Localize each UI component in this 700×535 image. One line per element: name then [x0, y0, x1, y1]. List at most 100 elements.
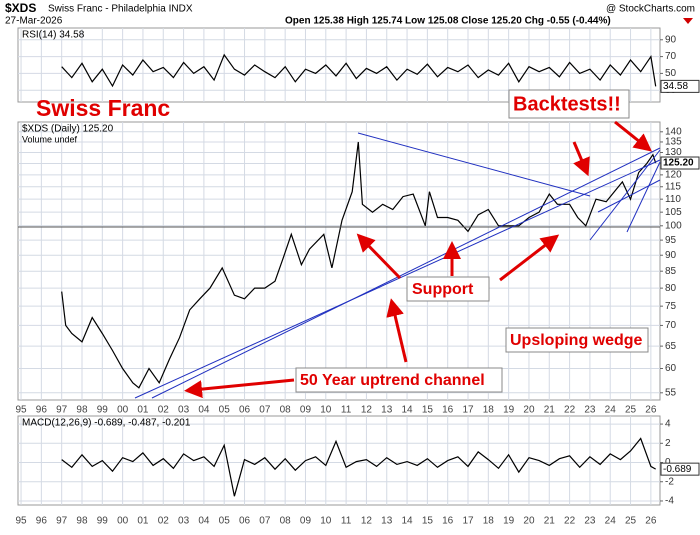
x-tick-label: 13 [381, 405, 393, 416]
x-tick-label: 98 [76, 516, 88, 527]
x-tick-label: 06 [239, 405, 251, 416]
arrow [184, 378, 295, 399]
y-tick-label: 105 [665, 207, 682, 218]
y-tick-label: 75 [665, 301, 677, 312]
x-tick-label: 08 [280, 516, 292, 527]
x-tick-label: 25 [625, 516, 637, 527]
x-tick-label: 05 [219, 405, 231, 416]
y-tick-label: 2 [665, 438, 671, 449]
x-tick-label: 96 [36, 516, 48, 527]
x-tick-label: 98 [76, 405, 88, 416]
x-tick-label: 25 [625, 405, 637, 416]
y-tick-label: 135 [665, 137, 682, 148]
x-tick-label: 17 [462, 405, 474, 416]
x-tick-label: 05 [219, 516, 231, 527]
x-tick-label: 26 [645, 516, 657, 527]
x-tick-label: 15 [422, 516, 434, 527]
date: 27-Mar-2026 [5, 16, 63, 27]
y-tick-label: 110 [665, 194, 681, 205]
y-tick-label: 60 [665, 363, 677, 374]
panel [17, 121, 661, 401]
x-tick-label: 14 [401, 405, 413, 416]
x-tick-label: 23 [584, 516, 596, 527]
x-tick-label: 23 [584, 405, 596, 416]
x-tick-label: 13 [381, 516, 393, 527]
annotation-box [406, 276, 490, 302]
x-tick-label: 20 [523, 405, 535, 416]
x-tick-label: 10 [320, 405, 332, 416]
annotation: Backtests!! [513, 93, 621, 115]
y-tick-label: 4 [665, 419, 671, 430]
panel-title: RSI(14) 34.58 [22, 30, 85, 41]
y-tick-label: -4 [665, 496, 674, 507]
x-tick-label: 24 [605, 405, 617, 416]
x-tick-label: 08 [280, 405, 292, 416]
annotation: Support [412, 281, 474, 298]
x-tick-label: 07 [259, 405, 271, 416]
x-tick-label: 96 [36, 405, 48, 416]
x-tick-label: 19 [503, 405, 515, 416]
annotation-box [505, 327, 649, 353]
x-tick-label: 97 [56, 516, 68, 527]
y-tick-label: 90 [665, 250, 677, 261]
x-tick-label: 95 [15, 516, 27, 527]
x-tick-label: 03 [178, 516, 190, 527]
last-value-box [660, 79, 700, 93]
x-tick-label: 01 [137, 405, 149, 416]
trendline [151, 147, 661, 399]
x-tick-label: 12 [361, 405, 373, 416]
y-tick-label: 85 [665, 266, 677, 277]
x-tick-label: 03 [178, 405, 190, 416]
last-value-label: 34.58 [663, 81, 688, 92]
y-tick-label: -2 [665, 476, 674, 487]
x-tick-label: 16 [442, 405, 454, 416]
x-tick-label: 20 [523, 516, 535, 527]
x-tick-label: 26 [645, 405, 657, 416]
instrument-name: Swiss Franc - Philadelphia INDX [48, 4, 193, 15]
trendline [626, 161, 661, 233]
x-tick-label: 09 [300, 516, 312, 527]
panel-subtitle: Volume undef [22, 134, 78, 144]
x-tick-label: 22 [564, 516, 576, 527]
last-value-box [660, 156, 700, 170]
y-tick-label: 70 [665, 51, 677, 62]
x-tick-label: 11 [341, 405, 352, 416]
x-tick-label: 19 [503, 516, 515, 527]
y-tick-label: 55 [665, 387, 677, 398]
last-value-label: -0.689 [663, 464, 692, 475]
y-tick-label: 90 [665, 34, 677, 45]
panel [17, 415, 661, 506]
y-tick-label: 100 [665, 220, 682, 231]
y-tick-label: 95 [665, 235, 677, 246]
annotation-box [508, 89, 630, 119]
x-tick-label: 02 [158, 405, 170, 416]
series-line [61, 437, 656, 497]
arrow [386, 298, 408, 363]
symbol: $XDS [5, 1, 36, 15]
arrow [614, 120, 653, 152]
x-tick-label: 14 [401, 516, 413, 527]
x-tick-label: 18 [483, 405, 495, 416]
series-line [61, 141, 657, 389]
x-tick-label: 00 [117, 516, 129, 527]
y-tick-label: 120 [665, 170, 682, 181]
x-tick-label: 97 [56, 405, 68, 416]
x-tick-label: 16 [442, 516, 454, 527]
trendline [597, 179, 661, 213]
y-tick-label: 50 [665, 68, 677, 79]
trendline [589, 149, 661, 241]
x-tick-label: 99 [97, 405, 109, 416]
panel-title: $XDS (Daily) 125.20 [22, 124, 114, 135]
stats: Open 125.38 High 125.74 Low 125.08 Close… [285, 16, 611, 27]
x-tick-label: 09 [300, 405, 312, 416]
y-tick-label: 65 [665, 341, 677, 352]
x-tick-label: 11 [341, 516, 352, 527]
trendline [357, 132, 591, 197]
x-tick-label: 06 [239, 516, 251, 527]
x-tick-label: 21 [544, 405, 556, 416]
x-tick-label: 12 [361, 516, 373, 527]
last-value-label: 125.20 [663, 158, 694, 169]
x-tick-label: 99 [97, 516, 109, 527]
trendline [134, 159, 661, 399]
